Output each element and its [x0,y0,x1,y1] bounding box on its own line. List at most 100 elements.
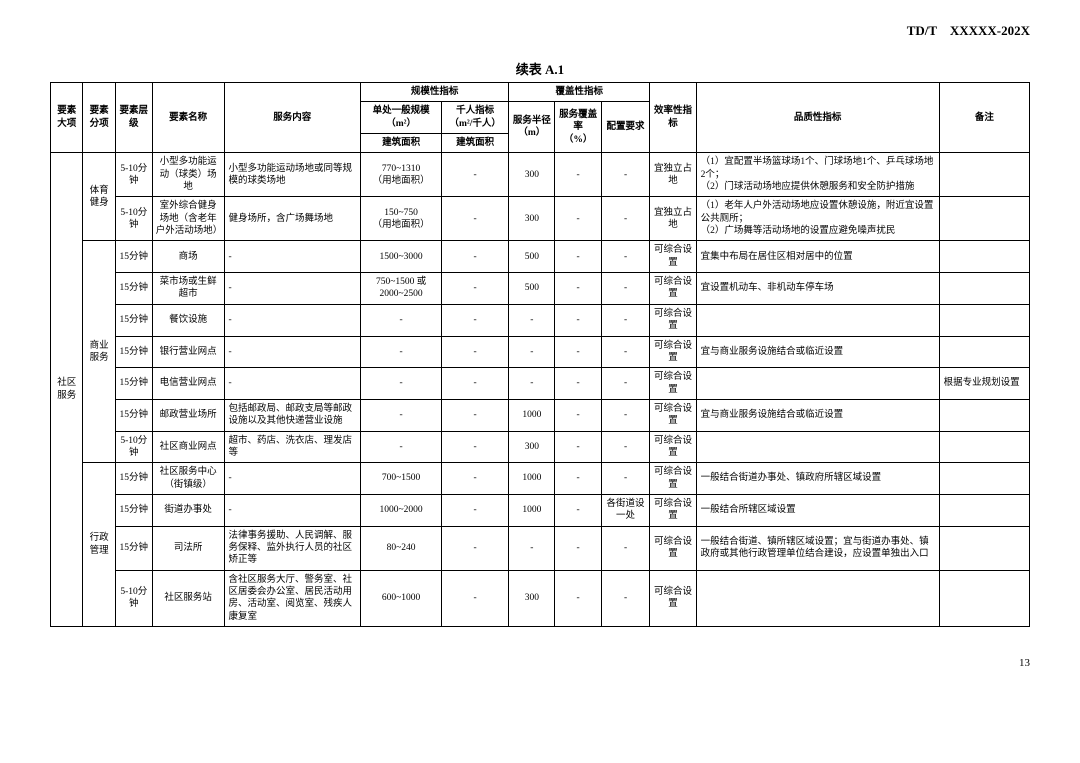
cell: 各街道设一处 [601,494,650,526]
h-level: 要素层级 [115,83,152,153]
cell [939,153,1029,197]
table-head: 要素大项 要素分项 要素层级 要素名称 服务内容 规模性指标 覆盖性指标 效率性… [51,83,1030,153]
cell: - [509,526,555,570]
cell: - [442,197,509,241]
cell: 15分钟 [115,526,152,570]
main-table: 要素大项 要素分项 要素层级 要素名称 服务内容 规模性指标 覆盖性指标 效率性… [50,82,1030,627]
cell: - [442,570,509,626]
cell: 社区服务中心（街镇级） [152,463,224,495]
h-qual: 品质性指标 [696,83,939,153]
cell: 300 [509,197,555,241]
cell: - [601,431,650,463]
cell: 可综合设置 [650,368,696,400]
cell: 邮政营业场所 [152,399,224,431]
cell: - [601,241,650,273]
h-svc: 服务内容 [224,83,361,153]
cell [939,304,1029,336]
cell [939,526,1029,570]
cell: - [224,336,361,368]
cell: 300 [509,570,555,626]
cell: 5-10分钟 [115,431,152,463]
cell: 5-10分钟 [115,570,152,626]
table-row: 15分钟邮政营业场所包括邮政局、邮政支局等邮政设施以及其他快递营业设施--100… [51,399,1030,431]
table-row: 5-10分钟室外综合健身场地（含老年户外活动场地）健身场所，含广场舞场地150~… [51,197,1030,241]
cell: - [555,241,601,273]
cell: - [509,336,555,368]
table-row: 15分钟电信营业网点------可综合设置根据专业规划设置 [51,368,1030,400]
cell [696,431,939,463]
cell: - [361,368,442,400]
cell [939,570,1029,626]
cell: 可综合设置 [650,304,696,336]
cell: - [224,494,361,526]
cell: - [224,368,361,400]
cell: 500 [509,241,555,273]
h-scale-unit: 单处一般规模（m²） [361,102,442,134]
cell: 社区服务站 [152,570,224,626]
cell: - [555,399,601,431]
cell: - [601,336,650,368]
cell: - [224,463,361,495]
cell: 15分钟 [115,273,152,305]
h-per1k-sub: 建筑面积 [442,134,509,153]
group-biz: 商业服务 [83,241,115,463]
cell: 15分钟 [115,336,152,368]
table-row: 商业服务15分钟商场-1500~3000-500--可综合设置宜集中布局在居住区… [51,241,1030,273]
cell: - [601,197,650,241]
cell: - [361,431,442,463]
cell: 300 [509,431,555,463]
cell [939,336,1029,368]
h-scale-group: 规模性指标 [361,83,509,102]
cell: 小型多功能运动场地或同等规模的球类场地 [224,153,361,197]
group-sport: 体育健身 [83,153,115,241]
cell: - [555,526,601,570]
cell: - [601,273,650,305]
cell: - [601,463,650,495]
cell: - [224,241,361,273]
cell: - [224,273,361,305]
cell: 5-10分钟 [115,197,152,241]
cell: 商场 [152,241,224,273]
cell: 包括邮政局、邮政支局等邮政设施以及其他快递营业设施 [224,399,361,431]
cell: 15分钟 [115,463,152,495]
cell: 1500~3000 [361,241,442,273]
cell: - [555,494,601,526]
cell: 一般结合所辖区域设置 [696,494,939,526]
cell: 可综合设置 [650,431,696,463]
cell: 宜集中布局在居住区相对居中的位置 [696,241,939,273]
table-body: 社区服务体育健身5-10分钟小型多功能运动（球类）场地小型多功能运动场地或同等规… [51,153,1030,627]
cell: - [555,368,601,400]
cell: - [509,304,555,336]
page-number: 13 [50,657,1030,669]
cell [939,241,1029,273]
cell: - [509,368,555,400]
cell: 15分钟 [115,304,152,336]
table-row: 15分钟菜市场或生鲜超市-750~1500 或2000~2500-500--可综… [51,273,1030,305]
cell: 1000 [509,494,555,526]
cell: 750~1500 或2000~2500 [361,273,442,305]
major-cat-cell: 社区服务 [51,153,83,627]
cell: 可综合设置 [650,273,696,305]
cell: 15分钟 [115,241,152,273]
cell: 可综合设置 [650,463,696,495]
cell: 可综合设置 [650,570,696,626]
table-row: 15分钟银行营业网点------可综合设置宜与商业服务设施结合或临近设置 [51,336,1030,368]
cell: - [601,526,650,570]
cell: - [442,153,509,197]
cell: 可综合设置 [650,399,696,431]
cell: 一般结合街道、镇所辖区域设置；宜与街道办事处、镇政府或其他行政管理单位结合建设，… [696,526,939,570]
cell: - [442,241,509,273]
h-sub: 要素分项 [83,83,115,153]
cell [939,463,1029,495]
cell: 15分钟 [115,368,152,400]
cell: - [361,304,442,336]
group-admin: 行政管理 [83,463,115,627]
cell: - [442,368,509,400]
cell: - [361,399,442,431]
cell [939,197,1029,241]
cell: - [555,463,601,495]
cell [939,399,1029,431]
cell: 150~750（用地面积） [361,197,442,241]
cell: - [442,494,509,526]
cell: - [601,304,650,336]
